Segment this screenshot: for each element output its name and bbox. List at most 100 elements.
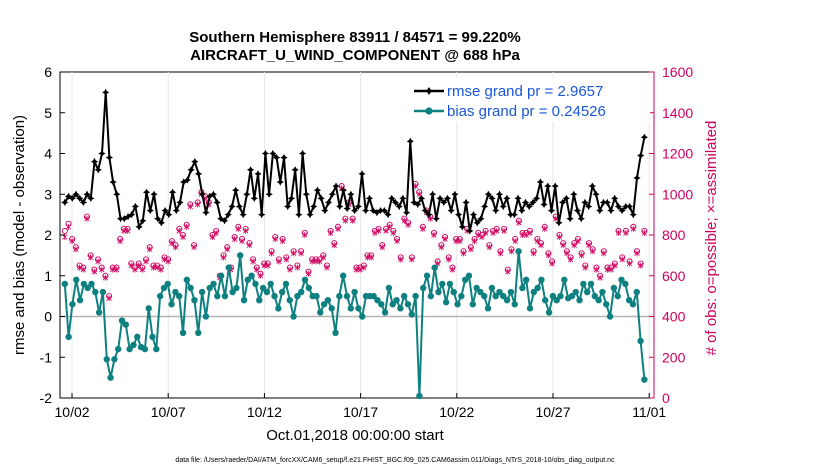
bias-point: [381, 309, 389, 316]
bias-point: [275, 305, 282, 312]
bias-point: [76, 297, 84, 304]
rmse-point: [596, 206, 604, 215]
y-right-tick-label: 600: [662, 268, 686, 284]
obs-assimilated-marker: [446, 256, 452, 263]
rmse-point: [142, 188, 151, 196]
bias-point: [244, 276, 252, 284]
rmse-point: [403, 208, 411, 217]
legend-rmse-label: rmse grand pr = 2.9657: [447, 83, 603, 100]
bias-point: [141, 345, 149, 353]
obs-assimilated-marker: [298, 250, 304, 257]
bias-point: [84, 284, 91, 292]
bias-point: [313, 292, 320, 300]
obs-assimilated-marker: [291, 250, 297, 257]
bias-point: [412, 292, 419, 300]
bias-point: [469, 301, 476, 308]
left-y-axis: -2 -1 0 1 2 3 4 5 6: [40, 64, 65, 406]
obs-assimilated-marker: [139, 266, 146, 273]
rmse-point: [588, 182, 596, 190]
legend-bias-label: bias grand pr = 0.24526: [447, 103, 606, 120]
bias-point: [248, 272, 255, 279]
rmse-point: [157, 219, 166, 227]
obs-assimilated-marker: [530, 250, 537, 257]
rmse-point: [261, 149, 270, 158]
bias-point: [446, 280, 454, 288]
obs-assimilated-marker: [475, 232, 481, 238]
rmse-point: [102, 88, 110, 96]
y-right-tick-label: 800: [662, 227, 686, 243]
bias-point: [217, 272, 225, 279]
rmse-point: [432, 215, 440, 223]
bias-point: [385, 284, 393, 292]
rmse-point: [150, 190, 158, 198]
rmse-point: [328, 190, 336, 198]
bias-point: [481, 292, 488, 300]
bias-point: [210, 280, 217, 288]
bias-point: [522, 276, 530, 284]
bias-point: [633, 288, 640, 296]
obs-possible-marker: [61, 227, 68, 234]
rmse-point: [514, 194, 522, 202]
obs-assimilated-marker: [69, 238, 75, 245]
obs-assimilated-marker: [283, 256, 289, 263]
rmse-point: [202, 208, 210, 217]
obs-assimilated-marker: [76, 264, 83, 271]
bias-point: [168, 301, 175, 308]
bias-point: [591, 292, 599, 300]
x-tick-label: 10/17: [343, 404, 378, 420]
rmse-point: [339, 186, 348, 194]
obs-assimilated-marker: [357, 266, 363, 273]
rmse-point: [577, 215, 585, 223]
rmse-point: [529, 198, 537, 206]
rmse-point: [611, 194, 619, 202]
obs-assimilated-marker: [516, 219, 522, 226]
rmse-point: [507, 211, 515, 219]
obs-assimilated-marker: [246, 242, 253, 249]
bias-point: [328, 305, 335, 312]
obs-assimilated-marker: [213, 229, 219, 236]
bias-point: [195, 329, 202, 336]
rmse-point: [592, 190, 600, 198]
bias-point: [553, 297, 560, 304]
rmse-point: [399, 194, 407, 202]
obs-assimilated-marker: [501, 227, 507, 234]
bias-point: [198, 288, 206, 296]
rmse-point: [90, 158, 99, 166]
rmse-point: [629, 211, 637, 219]
obs-assimilated-marker: [438, 244, 445, 251]
bias-point: [237, 252, 244, 259]
rmse-point: [220, 217, 229, 225]
rmse-point: [87, 194, 95, 202]
bias-point: [587, 280, 595, 288]
x-tick-label: 11/01: [632, 404, 666, 420]
obs-assimilated-marker: [398, 256, 404, 263]
rmse-point: [581, 198, 589, 206]
bias-point: [130, 341, 137, 349]
y-right-tick-label: 1200: [662, 146, 693, 162]
x-axis: 10/02 10/07 10/12 10/17 10/22 10/27 11/01: [55, 393, 666, 420]
rmse-point: [310, 202, 318, 211]
obs-assimilated-marker: [172, 244, 179, 251]
rmse-point: [625, 202, 634, 211]
bias-point: [183, 276, 191, 284]
x-tick-label: 10/22: [439, 404, 474, 420]
obs-assimilated-marker: [482, 229, 489, 236]
obs-count-markers: [61, 181, 648, 302]
rmse-point: [566, 215, 574, 223]
y-right-tick-label: 0: [662, 390, 670, 406]
bias-point: [393, 297, 400, 304]
obs-assimilated-marker: [630, 225, 636, 232]
obs-assimilated-marker: [486, 244, 493, 251]
legend: rmse grand pr = 2.9657 bias grand pr = 0…: [412, 78, 650, 122]
rmse-point: [384, 211, 392, 219]
rmse-point: [131, 202, 139, 211]
obs-assimilated-marker: [335, 225, 341, 232]
bias-point: [484, 305, 492, 312]
obs-assimilated-marker: [195, 201, 201, 208]
rmse-point: [280, 153, 288, 162]
bias-point: [351, 288, 358, 296]
obs-assimilated-marker: [183, 223, 190, 230]
obs-assimilated-marker: [545, 252, 552, 259]
y-tick-label: 1: [44, 268, 52, 284]
bias-point: [473, 284, 480, 292]
